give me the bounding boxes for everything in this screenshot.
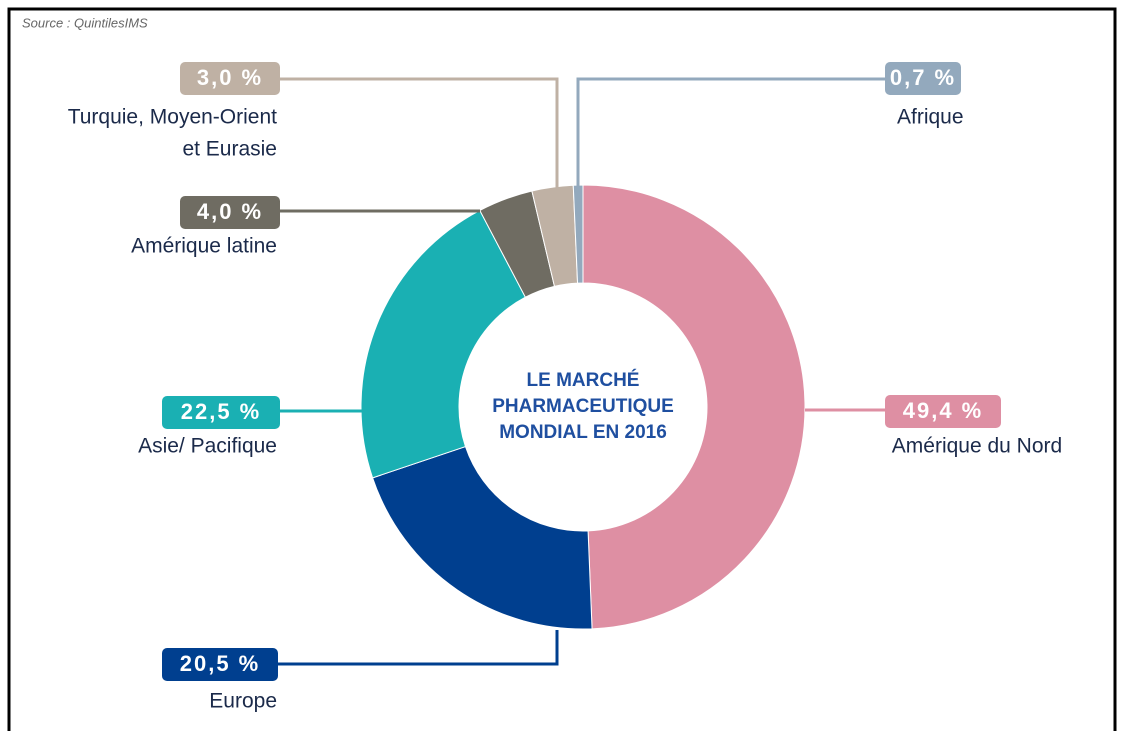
- category-label: Afrique: [897, 106, 964, 129]
- category-label: Amérique du Nord: [892, 435, 1062, 458]
- value-label: 22,5 %: [181, 399, 262, 424]
- value-label: 20,5 %: [180, 651, 261, 676]
- label-box: [885, 395, 1001, 428]
- slice: [582, 184, 806, 630]
- leader-line: [280, 77, 559, 190]
- label-box: [180, 196, 280, 229]
- value-label: 4,0 %: [197, 199, 263, 224]
- frame: [7, 7, 1117, 731]
- value-label: 3,0 %: [197, 65, 263, 90]
- value-label: 49,4 %: [903, 398, 984, 423]
- label-box: [162, 648, 278, 681]
- leader-line: [278, 630, 559, 666]
- chart-title: MONDIAL EN 2016: [499, 422, 667, 443]
- label-box: [885, 62, 961, 95]
- category-label: Turquie, Moyen-Orient: [68, 106, 277, 129]
- category-label: Amérique latine: [131, 235, 277, 258]
- slice: [371, 445, 593, 630]
- leader-line: [576, 77, 885, 188]
- value-label: 0,7 %: [890, 65, 956, 90]
- label-box: [180, 62, 280, 95]
- category-label: Europe: [209, 690, 277, 713]
- label-box: [162, 396, 280, 429]
- source: Source : QuintilesIMS: [22, 15, 148, 30]
- category-label: et Eurasie: [182, 138, 277, 161]
- category-label: Asie/ Pacifique: [138, 435, 277, 458]
- chart-title: LE MARCHÉ: [527, 369, 640, 391]
- slice: [360, 209, 527, 479]
- chart-title: PHARMACEUTIQUE: [492, 396, 674, 417]
- slice: [572, 184, 584, 284]
